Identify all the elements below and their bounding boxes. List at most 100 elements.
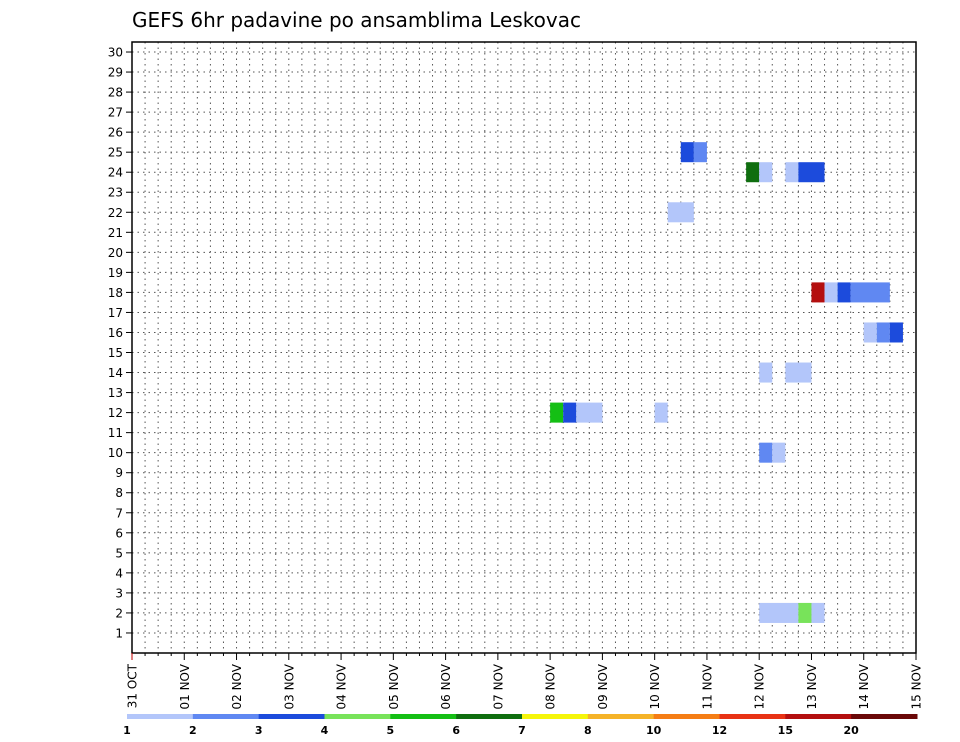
legend-swatch: [522, 714, 589, 719]
legend-label: 15: [778, 724, 793, 737]
x-tick-label: 14 NOV: [857, 663, 871, 709]
y-tick-label: 30: [108, 46, 123, 60]
data-cell: [785, 162, 799, 183]
y-tick-label: 17: [108, 306, 123, 320]
legend-label: 10: [646, 724, 662, 737]
legend-label: 2: [189, 724, 197, 737]
data-cell: [837, 282, 851, 303]
y-tick-label: 9: [115, 466, 123, 480]
legend-label: 3: [255, 724, 263, 737]
data-cell: [798, 602, 812, 623]
legend-label: 1: [123, 724, 131, 737]
x-tick-label: 10 NOV: [648, 663, 662, 709]
data-cell: [785, 362, 812, 383]
y-tick-label: 16: [108, 326, 123, 340]
y-tick-label: 1: [115, 626, 123, 640]
legend-swatch: [785, 714, 852, 719]
y-axis: 1234567891011121314151617181920212223242…: [108, 46, 132, 640]
x-tick-label: 15 NOV: [910, 663, 924, 709]
y-tick-label: 13: [108, 386, 123, 400]
y-tick-label: 4: [115, 566, 123, 580]
data-cell: [576, 402, 603, 423]
x-tick-label: 02 NOV: [230, 663, 244, 709]
x-tick-label: 06 NOV: [439, 663, 453, 709]
y-tick-label: 18: [108, 286, 123, 300]
plot-frame: [131, 41, 917, 654]
y-tick-label: 21: [108, 226, 123, 240]
y-tick-label: 12: [108, 406, 123, 420]
data-cell: [759, 442, 773, 463]
legend-label: 8: [584, 724, 592, 737]
y-tick-label: 25: [108, 146, 123, 160]
x-tick-label: 13 NOV: [805, 663, 819, 709]
y-tick-label: 28: [108, 86, 123, 100]
legend-label: 7: [518, 724, 526, 737]
x-tick-label: 31 OCT: [126, 663, 140, 708]
data-cell: [746, 162, 760, 183]
legend: 1 2 3 4 5 6 7 8 10 12 15 20: [123, 714, 918, 737]
y-tick-label: 24: [108, 166, 123, 180]
data-cell: [693, 142, 707, 163]
y-tick-label: 19: [108, 266, 123, 280]
data-cell: [876, 322, 890, 343]
legend-label: 4: [321, 724, 329, 737]
legend-label: 6: [452, 724, 460, 737]
legend-swatch: [127, 714, 194, 719]
y-tick-label: 11: [108, 426, 123, 440]
y-tick-label: 3: [115, 586, 123, 600]
data-cells: [550, 142, 903, 623]
grid: [132, 42, 916, 653]
data-cell: [811, 602, 825, 623]
legend-swatch: [653, 714, 720, 719]
x-tick-label: 03 NOV: [282, 663, 296, 709]
y-tick-label: 15: [108, 346, 123, 360]
legend-swatch: [456, 714, 523, 719]
data-cell: [811, 282, 825, 303]
x-tick-label: 08 NOV: [544, 663, 558, 709]
data-cell: [824, 282, 838, 303]
legend-swatch: [258, 714, 325, 719]
x-tick-label: 07 NOV: [491, 663, 505, 709]
legend-swatch: [719, 714, 786, 719]
y-tick-label: 5: [115, 546, 123, 560]
legend-label: 5: [387, 724, 395, 737]
data-cell: [759, 162, 773, 183]
x-tick-label: 05 NOV: [387, 663, 401, 709]
x-axis: 31 OCT 01 NOV 02 NOV 03 NOV 04 NOV 05 NOV 06 N…: [126, 653, 924, 710]
y-tick-label: 2: [115, 606, 123, 620]
data-cell: [563, 402, 577, 423]
x-tick-label: 01 NOV: [178, 663, 192, 709]
y-tick-label: 20: [108, 246, 123, 260]
data-cell: [680, 142, 694, 163]
y-tick-label: 8: [115, 486, 123, 500]
legend-swatch: [192, 714, 260, 719]
y-tick-label: 10: [108, 446, 123, 460]
legend-label: 12: [712, 724, 727, 737]
data-cell: [889, 322, 903, 343]
legend-swatch: [390, 714, 457, 719]
chart-title: GEFS 6hr padavine po ansamblima Leskovac: [132, 8, 581, 32]
y-tick-label: 6: [115, 526, 123, 540]
y-tick-label: 14: [108, 366, 123, 380]
legend-label: 20: [844, 724, 860, 737]
y-tick-label: 22: [108, 206, 123, 220]
data-cell: [654, 402, 668, 423]
data-cell: [667, 202, 694, 223]
x-tick-label: 04 NOV: [335, 663, 349, 709]
y-tick-label: 7: [115, 506, 123, 520]
data-cell: [850, 282, 890, 303]
data-cell: [550, 402, 564, 423]
data-cell: [798, 162, 825, 183]
legend-swatch: [324, 714, 391, 719]
legend-swatch: [587, 714, 655, 719]
y-tick-label: 23: [108, 186, 123, 200]
data-cell: [863, 322, 877, 343]
data-cell: [772, 442, 786, 463]
x-tick-label: 09 NOV: [596, 663, 610, 709]
y-tick-label: 27: [108, 106, 123, 120]
x-tick-label: 11 NOV: [700, 663, 714, 709]
data-cell: [759, 602, 799, 623]
x-tick-label: 12 NOV: [753, 663, 767, 709]
legend-swatch: [851, 714, 918, 719]
